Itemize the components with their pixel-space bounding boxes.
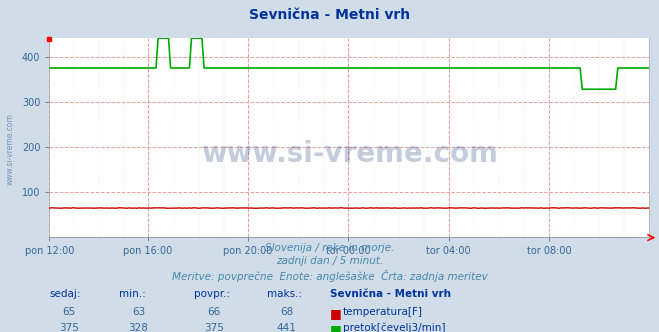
Text: Sevnična - Metni vrh: Sevnična - Metni vrh	[330, 289, 451, 299]
Text: Slovenija / reke in morje.: Slovenija / reke in morje.	[265, 243, 394, 253]
Text: ■: ■	[330, 307, 341, 320]
Text: 65: 65	[63, 307, 76, 317]
Text: temperatura[F]: temperatura[F]	[343, 307, 422, 317]
Text: 68: 68	[280, 307, 293, 317]
Text: maks.:: maks.:	[267, 289, 302, 299]
Text: 441: 441	[277, 323, 297, 332]
Text: www.si-vreme.com: www.si-vreme.com	[5, 114, 14, 185]
Text: zadnji dan / 5 minut.: zadnji dan / 5 minut.	[276, 256, 383, 266]
Text: 66: 66	[208, 307, 221, 317]
Text: sedaj:: sedaj:	[49, 289, 81, 299]
Text: 375: 375	[59, 323, 79, 332]
Text: Meritve: povprečne  Enote: anglešaške  Črta: zadnja meritev: Meritve: povprečne Enote: anglešaške Črt…	[171, 270, 488, 282]
Text: 63: 63	[132, 307, 145, 317]
Text: 375: 375	[204, 323, 224, 332]
Text: povpr.:: povpr.:	[194, 289, 231, 299]
Text: Sevnična - Metni vrh: Sevnična - Metni vrh	[249, 8, 410, 22]
Text: www.si-vreme.com: www.si-vreme.com	[201, 140, 498, 168]
Text: pretok[čevelj3/min]: pretok[čevelj3/min]	[343, 323, 445, 332]
Text: 328: 328	[129, 323, 148, 332]
Text: min.:: min.:	[119, 289, 146, 299]
Text: ■: ■	[330, 323, 341, 332]
